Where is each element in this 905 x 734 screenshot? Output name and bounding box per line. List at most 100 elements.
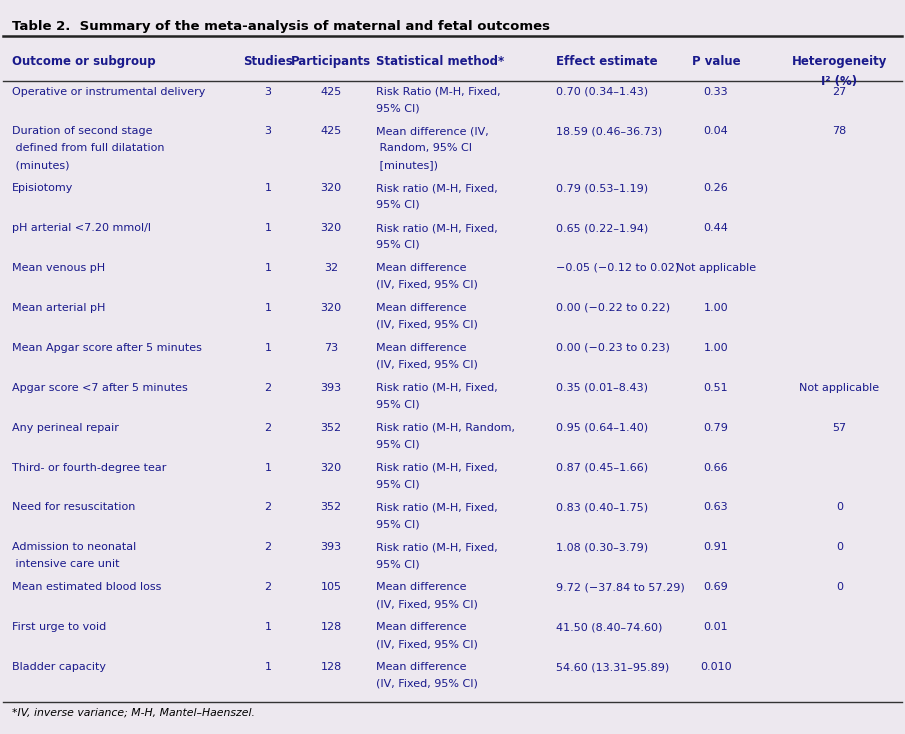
Text: Operative or instrumental delivery: Operative or instrumental delivery — [12, 87, 205, 97]
Text: (IV, Fixed, 95% CI): (IV, Fixed, 95% CI) — [376, 360, 478, 370]
Text: Mean venous pH: Mean venous pH — [12, 263, 105, 273]
Text: 3: 3 — [264, 87, 272, 97]
Text: 32: 32 — [324, 263, 338, 273]
Text: 393: 393 — [320, 382, 342, 393]
Text: *IV, inverse variance; M-H, Mantel–Haenszel.: *IV, inverse variance; M-H, Mantel–Haens… — [12, 707, 255, 717]
Text: 1: 1 — [264, 223, 272, 233]
Text: 128: 128 — [320, 662, 342, 672]
Text: 2: 2 — [264, 423, 272, 432]
Text: 320: 320 — [320, 462, 342, 473]
Text: Apgar score <7 after 5 minutes: Apgar score <7 after 5 minutes — [12, 382, 187, 393]
Text: 320: 320 — [320, 303, 342, 313]
Text: 95% CI): 95% CI) — [376, 240, 420, 250]
Text: Any perineal repair: Any perineal repair — [12, 423, 119, 432]
Text: Bladder capacity: Bladder capacity — [12, 662, 106, 672]
Text: Heterogeneity: Heterogeneity — [792, 55, 887, 68]
Text: 0.010: 0.010 — [700, 662, 732, 672]
Text: Participants: Participants — [291, 55, 371, 68]
Text: [minutes]): [minutes]) — [376, 160, 438, 170]
Text: 2: 2 — [264, 382, 272, 393]
Text: 1: 1 — [264, 622, 272, 632]
Text: 1.00: 1.00 — [704, 343, 729, 353]
Text: Mean difference: Mean difference — [376, 303, 467, 313]
Text: (IV, Fixed, 95% CI): (IV, Fixed, 95% CI) — [376, 280, 478, 290]
Text: pH arterial <7.20 mmol/l: pH arterial <7.20 mmol/l — [12, 223, 151, 233]
Text: 95% CI): 95% CI) — [376, 399, 420, 410]
Text: Not applicable: Not applicable — [676, 263, 756, 273]
Text: 0.87 (0.45–1.66): 0.87 (0.45–1.66) — [556, 462, 648, 473]
Text: Risk ratio (M-H, Fixed,: Risk ratio (M-H, Fixed, — [376, 503, 498, 512]
Text: 128: 128 — [320, 622, 342, 632]
Text: 0.33: 0.33 — [704, 87, 729, 97]
Text: P value: P value — [691, 55, 740, 68]
Text: Mean difference: Mean difference — [376, 622, 467, 632]
Text: Risk ratio (M-H, Fixed,: Risk ratio (M-H, Fixed, — [376, 223, 498, 233]
Text: Mean difference: Mean difference — [376, 662, 467, 672]
Text: Random, 95% CI: Random, 95% CI — [376, 143, 472, 153]
Text: 0.01: 0.01 — [704, 622, 729, 632]
Text: 2: 2 — [264, 582, 272, 592]
Text: 95% CI): 95% CI) — [376, 519, 420, 529]
Text: 95% CI): 95% CI) — [376, 200, 420, 210]
Text: 0.69: 0.69 — [704, 582, 729, 592]
Text: Risk ratio (M-H, Fixed,: Risk ratio (M-H, Fixed, — [376, 184, 498, 193]
Text: Outcome or subgroup: Outcome or subgroup — [12, 55, 156, 68]
Text: 3: 3 — [264, 126, 272, 137]
Text: Mean difference: Mean difference — [376, 582, 467, 592]
Text: First urge to void: First urge to void — [12, 622, 106, 632]
Text: 105: 105 — [320, 582, 341, 592]
Text: 320: 320 — [320, 223, 342, 233]
Text: 95% CI): 95% CI) — [376, 479, 420, 490]
Text: defined from full dilatation: defined from full dilatation — [12, 143, 165, 153]
Text: 0.65 (0.22–1.94): 0.65 (0.22–1.94) — [556, 223, 648, 233]
Text: Risk ratio (M-H, Fixed,: Risk ratio (M-H, Fixed, — [376, 462, 498, 473]
Text: Risk ratio (M-H, Fixed,: Risk ratio (M-H, Fixed, — [376, 382, 498, 393]
Text: 320: 320 — [320, 184, 342, 193]
Text: 95% CI): 95% CI) — [376, 103, 420, 113]
Text: 2: 2 — [264, 503, 272, 512]
Text: 0.00 (−0.23 to 0.23): 0.00 (−0.23 to 0.23) — [556, 343, 670, 353]
Text: 0.79 (0.53–1.19): 0.79 (0.53–1.19) — [556, 184, 648, 193]
Text: 41.50 (8.40–74.60): 41.50 (8.40–74.60) — [556, 622, 662, 632]
Text: 0.91: 0.91 — [704, 542, 729, 553]
Text: intensive care unit: intensive care unit — [12, 559, 119, 569]
Text: 2: 2 — [264, 542, 272, 553]
Text: 1: 1 — [264, 303, 272, 313]
Text: 425: 425 — [320, 87, 342, 97]
Text: (IV, Fixed, 95% CI): (IV, Fixed, 95% CI) — [376, 320, 478, 330]
Text: 1: 1 — [264, 662, 272, 672]
Text: Mean difference (IV,: Mean difference (IV, — [376, 126, 489, 137]
Text: 1: 1 — [264, 343, 272, 353]
Text: 352: 352 — [320, 423, 342, 432]
Text: 0.44: 0.44 — [703, 223, 729, 233]
Text: 0.79: 0.79 — [703, 423, 729, 432]
Text: Risk Ratio (M-H, Fixed,: Risk Ratio (M-H, Fixed, — [376, 87, 500, 97]
Text: 0.35 (0.01–8.43): 0.35 (0.01–8.43) — [556, 382, 648, 393]
Text: 0.66: 0.66 — [704, 462, 729, 473]
Text: 27: 27 — [832, 87, 846, 97]
Text: 73: 73 — [324, 343, 338, 353]
Text: 9.72 (−37.84 to 57.29): 9.72 (−37.84 to 57.29) — [556, 582, 685, 592]
Text: −0.05 (−0.12 to 0.02): −0.05 (−0.12 to 0.02) — [556, 263, 679, 273]
Text: 57: 57 — [833, 423, 846, 432]
Text: Studies: Studies — [243, 55, 293, 68]
Text: 0: 0 — [835, 503, 843, 512]
Text: 18.59 (0.46–36.73): 18.59 (0.46–36.73) — [556, 126, 662, 137]
Text: Not applicable: Not applicable — [799, 382, 880, 393]
Text: Risk ratio (M-H, Random,: Risk ratio (M-H, Random, — [376, 423, 515, 432]
Text: 425: 425 — [320, 126, 342, 137]
Text: Mean difference: Mean difference — [376, 343, 467, 353]
Text: 0.00 (−0.22 to 0.22): 0.00 (−0.22 to 0.22) — [556, 303, 670, 313]
Text: 1: 1 — [264, 462, 272, 473]
Text: Effect estimate: Effect estimate — [556, 55, 658, 68]
Text: Third- or fourth-degree tear: Third- or fourth-degree tear — [12, 462, 167, 473]
Text: 1.00: 1.00 — [704, 303, 729, 313]
Text: 1: 1 — [264, 263, 272, 273]
Text: Risk ratio (M-H, Fixed,: Risk ratio (M-H, Fixed, — [376, 542, 498, 553]
Text: 0: 0 — [835, 582, 843, 592]
Text: 54.60 (13.31–95.89): 54.60 (13.31–95.89) — [556, 662, 669, 672]
Text: 393: 393 — [320, 542, 342, 553]
Text: 0.51: 0.51 — [704, 382, 729, 393]
Text: 0.04: 0.04 — [704, 126, 729, 137]
Text: 1.08 (0.30–3.79): 1.08 (0.30–3.79) — [556, 542, 648, 553]
